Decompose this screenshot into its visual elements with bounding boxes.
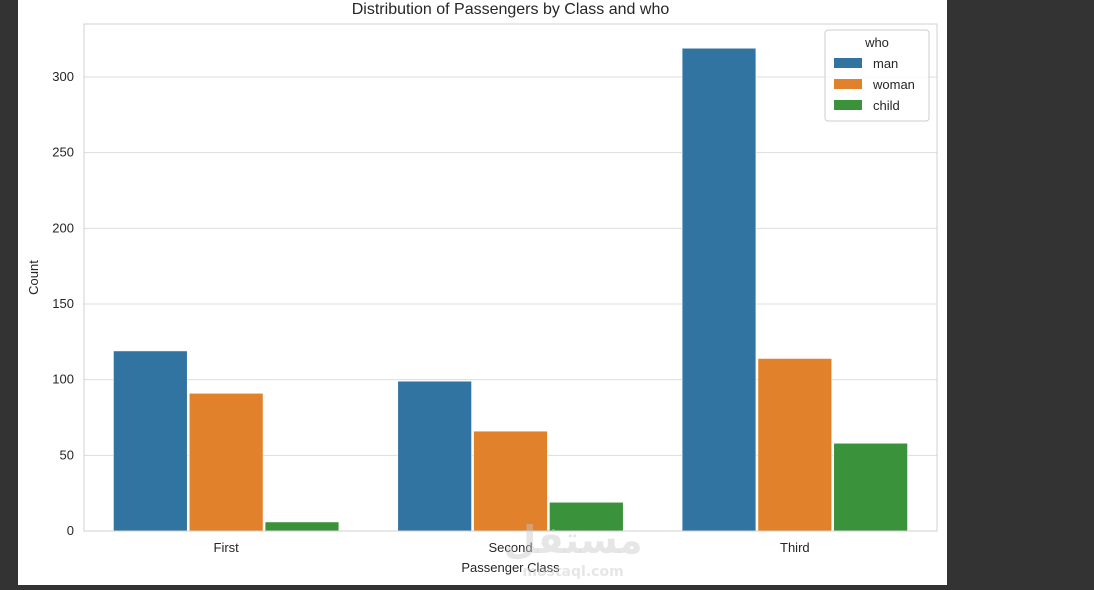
legend: who man woman child — [824, 29, 930, 122]
watermark-url: mostaql.com — [522, 564, 623, 580]
bar-man-second — [397, 380, 472, 532]
legend-label-child: child — [873, 98, 900, 113]
y-tick-labels: 0 50 100 150 200 250 300 — [52, 69, 74, 538]
y-tick-label: 300 — [52, 69, 74, 84]
y-tick-label: 250 — [52, 145, 74, 160]
legend-label-woman: woman — [872, 77, 915, 92]
bar-woman-third — [757, 358, 833, 532]
legend-swatch-child — [834, 100, 862, 110]
y-tick-label: 50 — [60, 447, 74, 462]
watermark-logo: مستقل mostaql.com — [504, 518, 643, 580]
figure: Distribution of Passengers by Class and … — [18, 0, 947, 585]
y-tick-label: 150 — [52, 296, 74, 311]
y-tick-label: 100 — [52, 372, 74, 387]
bars — [113, 47, 908, 532]
y-axis-label: Count — [26, 260, 41, 295]
legend-label-man: man — [873, 56, 898, 71]
plot-frame — [83, 23, 938, 532]
x-tick-label: Third — [780, 540, 810, 555]
x-tick-label: Second — [488, 540, 532, 555]
bar-woman-first — [188, 392, 264, 532]
watermark-arabic: مستقل — [504, 518, 643, 562]
legend-swatch-man — [834, 58, 862, 68]
y-tick-label: 0 — [67, 523, 74, 538]
x-tick-label: First — [214, 540, 240, 555]
bar-man-first — [113, 350, 188, 532]
y-tick-label: 200 — [52, 220, 74, 235]
legend-swatch-woman — [834, 79, 862, 89]
bar-child-third — [833, 442, 908, 532]
bar-man-third — [681, 47, 757, 532]
x-tick-labels: First Second Third — [214, 540, 810, 555]
x-axis-label: Passenger Class — [461, 560, 560, 575]
bar-child-first — [264, 521, 340, 532]
chart-title: Distribution of Passengers by Class and … — [352, 1, 670, 18]
legend-title: who — [864, 35, 889, 50]
bar-woman-second — [473, 430, 548, 532]
legend-box — [824, 29, 930, 122]
bar-chart: Distribution of Passengers by Class and … — [26, 1, 938, 580]
